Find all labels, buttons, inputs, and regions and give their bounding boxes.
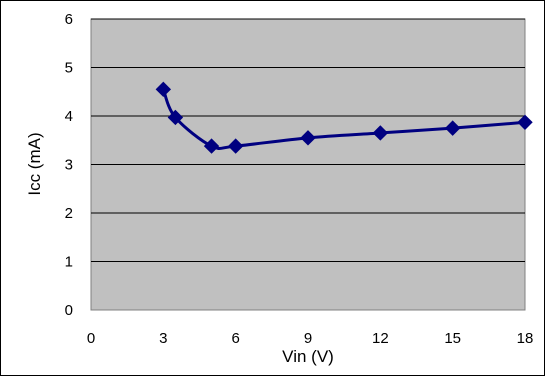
y-axis-title: Icc (mA): [25, 132, 44, 195]
x-tick-label: 0: [87, 330, 95, 347]
data-series: [155, 81, 533, 154]
x-axis-title: Vin (V): [282, 347, 334, 366]
x-tick-label: 15: [444, 330, 461, 347]
y-tick-label: 5: [65, 60, 73, 77]
y-tick-label: 6: [65, 11, 73, 28]
data-point-marker: [227, 138, 244, 154]
y-tick-label: 0: [65, 302, 73, 319]
data-point-marker: [167, 109, 184, 126]
grid-lines: [91, 18, 525, 262]
x-tick-label: 3: [159, 330, 167, 347]
x-tick-label: 18: [517, 330, 534, 347]
y-tick-label: 2: [65, 205, 73, 222]
x-tick-label: 6: [231, 330, 239, 347]
data-point-marker: [517, 114, 533, 131]
data-point-marker: [203, 138, 220, 154]
x-tick-label: 9: [304, 330, 312, 347]
y-tick-label: 4: [65, 108, 73, 125]
data-point-marker: [372, 125, 389, 141]
x-tick-label: 12: [372, 330, 389, 347]
data-point-marker: [444, 120, 461, 136]
data-point-marker: [155, 81, 172, 98]
y-tick-label: 3: [65, 157, 73, 174]
y-tick-label: 1: [65, 254, 73, 271]
data-point-marker: [300, 130, 316, 146]
